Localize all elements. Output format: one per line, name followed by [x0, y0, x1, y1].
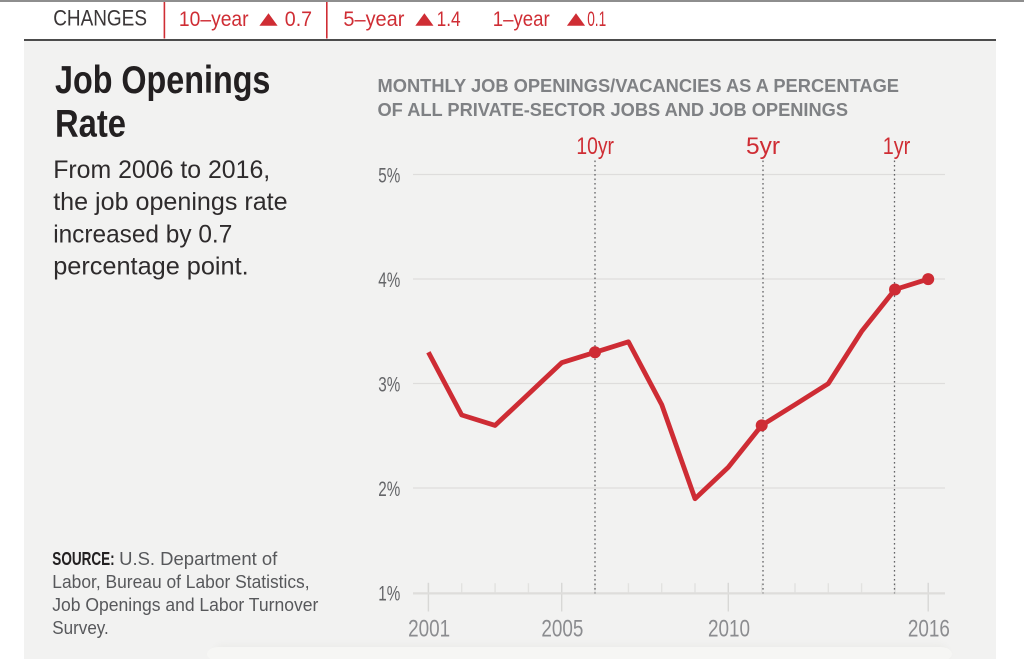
- svg-text:increased by 0.7: increased by 0.7: [53, 220, 232, 248]
- svg-text:10–year: 10–year: [179, 6, 249, 31]
- svg-text:U.S. Department of: U.S. Department of: [119, 549, 278, 569]
- svg-text:1–year: 1–year: [493, 6, 550, 31]
- svg-text:5%: 5%: [378, 163, 400, 187]
- svg-text:2010: 2010: [708, 616, 750, 643]
- svg-text:OF ALL PRIVATE-SECTOR JOBS AND: OF ALL PRIVATE-SECTOR JOBS AND JOB OPENI…: [378, 99, 849, 120]
- svg-text:Survey.: Survey.: [52, 618, 109, 638]
- svg-text:Rate: Rate: [55, 102, 126, 145]
- svg-text:the job openings rate: the job openings rate: [53, 188, 287, 216]
- svg-text:0.1: 0.1: [587, 6, 606, 31]
- svg-text:Labor, Bureau of Labor Statist: Labor, Bureau of Labor Statistics,: [52, 572, 309, 592]
- svg-text:2016: 2016: [908, 616, 950, 643]
- svg-text:Job Openings and Labor Turnove: Job Openings and Labor Turnover: [52, 595, 318, 615]
- svg-text:CHANGES: CHANGES: [53, 5, 147, 30]
- svg-text:0.7: 0.7: [285, 6, 312, 31]
- svg-text:1.4: 1.4: [437, 6, 461, 31]
- svg-text:2%: 2%: [378, 477, 400, 501]
- svg-text:SOURCE:: SOURCE:: [52, 549, 114, 569]
- svg-text:10yr: 10yr: [576, 133, 614, 160]
- svg-text:2005: 2005: [541, 616, 583, 643]
- svg-text:5yr: 5yr: [746, 133, 780, 160]
- svg-text:4%: 4%: [378, 268, 400, 292]
- svg-text:2001: 2001: [408, 616, 450, 643]
- svg-text:3%: 3%: [378, 372, 400, 396]
- svg-text:percentage point.: percentage point.: [53, 253, 249, 281]
- svg-text:5–year: 5–year: [343, 6, 404, 31]
- svg-text:1yr: 1yr: [883, 133, 911, 160]
- svg-text:From 2006 to 2016,: From 2006 to 2016,: [53, 156, 270, 184]
- svg-text:MONTHLY JOB OPENINGS/VACANCIES: MONTHLY JOB OPENINGS/VACANCIES AS A PERC…: [378, 75, 900, 96]
- svg-text:1%: 1%: [378, 582, 400, 606]
- svg-text:Job Openings: Job Openings: [55, 59, 270, 102]
